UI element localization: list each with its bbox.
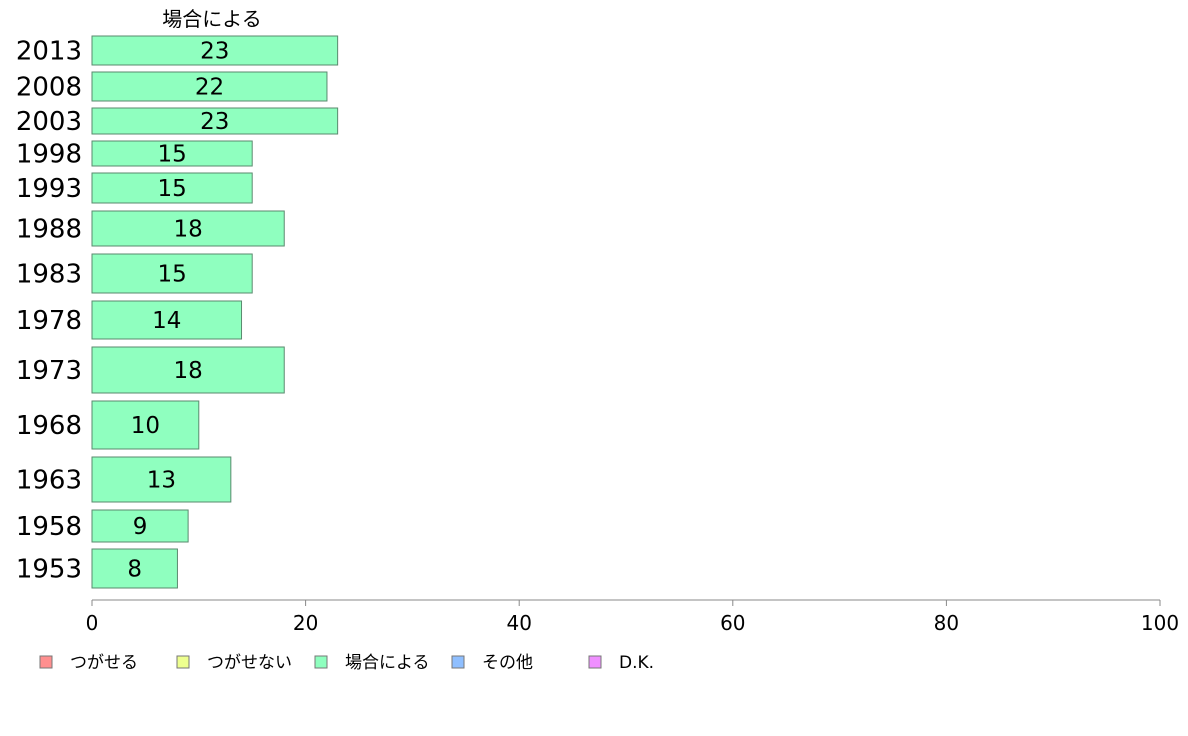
bar-value-label: 10 (131, 413, 160, 439)
bar (91, 400, 200, 450)
y-tick-label: 1953 (16, 555, 82, 585)
legend-swatch (39, 655, 53, 669)
y-tick-label: 1958 (16, 512, 82, 542)
bar-value-label: 14 (152, 308, 181, 334)
bar (91, 253, 253, 294)
bar (91, 346, 285, 394)
bar (91, 35, 339, 66)
legend-label: つがせる (70, 653, 138, 673)
bars-group: 2013 23 2008 22 2003 23 1998 15 1993 15 1988 18 1983… (16, 35, 339, 589)
bar-value-label: 23 (200, 109, 229, 135)
y-tick-label: 2003 (16, 107, 82, 137)
y-tick-label: 1973 (16, 356, 82, 386)
legend: つがせる つがせない 場合による その他 D.K. (39, 653, 654, 673)
bar-value-label: 18 (173, 217, 202, 243)
y-tick-label: 2008 (16, 73, 82, 103)
bar-value-label: 15 (157, 262, 186, 288)
bar-value-label: 23 (200, 39, 229, 65)
legend-label: 場合による (345, 653, 430, 673)
y-tick-label: 1968 (16, 411, 82, 441)
bar (91, 300, 243, 340)
x-tick-label: 100 (1141, 611, 1179, 635)
y-tick-label: 1978 (16, 306, 82, 336)
bar-value-label: 18 (173, 358, 202, 384)
bar (91, 71, 328, 102)
bar (91, 107, 339, 135)
y-tick-label: 1983 (16, 260, 82, 290)
bar-value-label: 9 (133, 514, 148, 540)
x-axis: 0 20 40 60 80 100 (86, 599, 1179, 635)
legend-label: D.K. (619, 653, 654, 673)
bar-value-label: 15 (157, 142, 186, 168)
bar (91, 210, 285, 247)
x-tick-label: 40 (506, 611, 531, 635)
x-tick-label: 0 (86, 611, 99, 635)
legend-swatch (176, 655, 190, 669)
x-tick-label: 80 (934, 611, 959, 635)
chart-title: 場合による (162, 7, 261, 31)
legend-label: その他 (482, 653, 533, 673)
bar (91, 140, 253, 167)
y-tick-label: 1988 (16, 215, 82, 245)
bar (91, 548, 178, 589)
y-tick-label: 1998 (16, 140, 82, 170)
y-tick-label: 1963 (16, 466, 82, 496)
legend-swatch (314, 655, 328, 669)
legend-label: つがせない (207, 653, 292, 673)
bar-value-label: 15 (157, 176, 186, 202)
legend-swatch (451, 655, 465, 669)
x-tick-label: 20 (293, 611, 318, 635)
bar (91, 456, 232, 503)
bar-value-label: 22 (195, 75, 224, 101)
bar-value-label: 8 (127, 557, 142, 583)
bar (91, 509, 189, 543)
bar (91, 172, 253, 204)
x-tick-label: 60 (720, 611, 745, 635)
legend-swatch (588, 655, 602, 669)
bar-value-label: 13 (147, 468, 176, 494)
y-tick-label: 2013 (16, 37, 82, 67)
y-tick-label: 1993 (16, 174, 82, 204)
